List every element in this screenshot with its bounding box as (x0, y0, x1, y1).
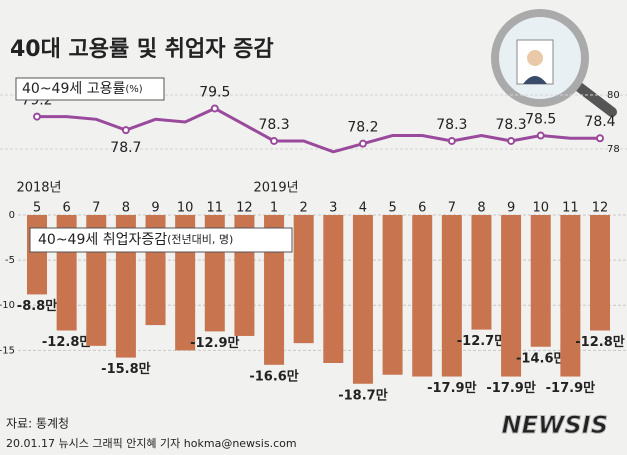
value-label: 78.4 (584, 114, 615, 130)
bar (323, 215, 344, 363)
x-tick-label: 11 (207, 201, 224, 216)
legend-text: 40~49세 취업자증감(전년대비, 명) (38, 232, 233, 248)
value-label: 78.3 (496, 117, 527, 133)
bar (382, 215, 403, 375)
point (536, 131, 545, 140)
bar-label: 40~49세 취업자증감 (38, 232, 167, 248)
value-label: -16.6만 (249, 368, 298, 384)
bar (530, 215, 551, 347)
x-tick-label: 7 (92, 201, 100, 216)
legend-box (29, 227, 293, 253)
x-tick-label: 6 (62, 201, 70, 216)
value-label: 78.7 (110, 140, 141, 156)
x-tick-label: 9 (151, 201, 159, 216)
point (210, 104, 219, 113)
value-label: -15.8만 (101, 361, 150, 377)
credit: 20.01.17 뉴시스 그래픽 안지혜 기자 hokma@newsis.com (6, 437, 297, 450)
value-label: -12.8만 (575, 334, 624, 350)
y-tick-label: 78 (607, 144, 620, 155)
value-label: -12.9만 (190, 335, 239, 351)
bar (352, 215, 373, 384)
line-label-unit: (%) (125, 84, 142, 95)
line-legend-box: 40~49세 고용률(%) (15, 77, 165, 101)
point (270, 136, 279, 145)
x-tick-label: 8 (122, 201, 130, 216)
bar-legend-box: 40~49세 취업자증감(전년대비, 명) (29, 227, 293, 253)
x-tick-label: 5 (388, 201, 396, 216)
value-label: -8.8만 (17, 298, 57, 314)
point (121, 126, 130, 135)
value-label: 78.3 (258, 117, 289, 133)
x-tick-label: 12 (236, 201, 253, 216)
bar (560, 215, 581, 377)
x-tick-label: 1 (270, 201, 278, 216)
x-tick-label: 2 (300, 201, 308, 216)
y-tick-label: 0 (9, 210, 15, 221)
x-tick-label: 5 (33, 201, 41, 216)
x-tick-label: 10 (177, 201, 194, 216)
y-tick-label: -10 (0, 300, 15, 311)
bar (27, 215, 47, 295)
x-tick-label: 7 (448, 201, 456, 216)
x-tick-label: 12 (592, 201, 609, 216)
value-label: -12.8만 (42, 334, 91, 350)
value-label: 78.3 (436, 117, 467, 133)
year-label: 2019년 (254, 181, 299, 196)
bar-label-unit: (전년대비, 명) (167, 233, 233, 246)
y-tick-label: -15 (0, 345, 15, 356)
bar (471, 215, 492, 330)
title: 40대 고용률 및 취업자 증감 (10, 37, 274, 62)
value-label: 78.2 (347, 120, 378, 136)
bar (412, 215, 433, 377)
point (447, 136, 456, 145)
value-label: -17.9만 (546, 380, 595, 396)
x-tick-label: 8 (477, 201, 485, 216)
source: 자료: 통계청 (6, 417, 69, 431)
point (596, 134, 604, 143)
line-label: 40~49세 고용률 (22, 81, 125, 97)
value-label: -17.9만 (486, 380, 535, 396)
x-tick-label: 10 (532, 201, 549, 216)
watermark: NEWSIS (502, 411, 608, 439)
value-label: -12.7만 (457, 333, 506, 349)
magnifier (491, 9, 617, 117)
line (37, 106, 600, 154)
bar (501, 215, 522, 377)
y-tick-label: -5 (5, 255, 15, 266)
value-label: -18.7만 (338, 387, 387, 403)
y-tick-label: 80 (607, 90, 620, 101)
value-label: 79.5 (199, 84, 230, 100)
x-tick-label: 6 (418, 201, 426, 216)
x-tick-label: 11 (562, 201, 579, 216)
x-tick-label: 4 (359, 201, 367, 216)
value-label: -14.6만 (516, 350, 565, 366)
point (358, 139, 367, 148)
x-tick-label: 3 (329, 201, 337, 216)
value-label: 78.5 (525, 112, 556, 128)
year-label: 2018년 (16, 181, 61, 196)
point (507, 136, 516, 145)
point (33, 112, 41, 121)
x-tick-label: 9 (507, 201, 515, 216)
value-label: -17.9만 (427, 380, 476, 396)
svg-text:40~49세 고용률(%): 40~49세 고용률(%) (22, 81, 143, 97)
bar (293, 215, 314, 344)
bar (441, 215, 462, 377)
bar (590, 215, 610, 331)
